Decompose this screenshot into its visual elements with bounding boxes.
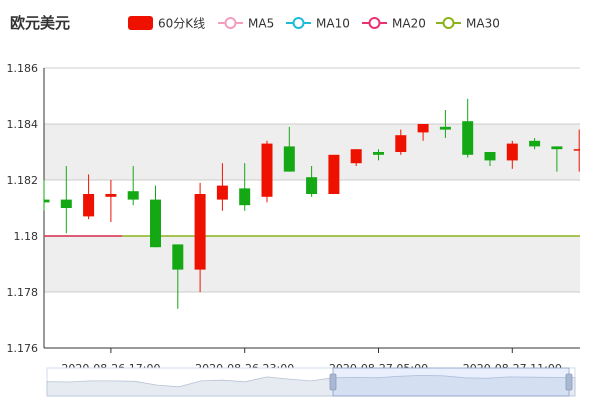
candle (306, 166, 318, 197)
candle-body (506, 143, 518, 161)
candle-body (462, 121, 474, 155)
candle-body (306, 177, 318, 194)
legend-item[interactable]: MA10 (286, 17, 350, 31)
candle (83, 174, 95, 220)
candle-body (172, 244, 184, 270)
candle-body (105, 194, 117, 197)
candle (283, 126, 295, 172)
legend-swatch-dot (292, 17, 305, 29)
candle-body (328, 154, 340, 194)
candle-body (127, 191, 139, 200)
legend-label: MA20 (392, 17, 426, 31)
grid-bands (44, 68, 580, 348)
candle-body (350, 149, 362, 164)
candle-body (439, 126, 451, 130)
candle (105, 180, 117, 222)
candle-body (395, 135, 407, 152)
candle (573, 129, 580, 172)
candle-body (194, 194, 206, 270)
candle-body (484, 152, 496, 161)
candle (529, 138, 541, 150)
grid-band (44, 236, 580, 292)
candle-body (44, 199, 50, 203)
y-tick-label: 1.186 (7, 62, 39, 75)
candle (172, 244, 184, 309)
legend-label: MA5 (248, 17, 274, 31)
candle-body (261, 143, 273, 197)
candle (150, 185, 161, 248)
y-tick-label: 1.176 (7, 342, 39, 355)
legend-swatch-dot (368, 17, 381, 29)
data-zoom-slider (46, 367, 576, 397)
legend-item[interactable]: MA5 (218, 17, 274, 31)
candle-body (417, 124, 429, 133)
candle-body (529, 140, 541, 147)
y-axis: 1.176 1.178 1.18 1.182 1.184 1.186 (7, 62, 45, 355)
legend-label: MA30 (466, 17, 500, 31)
y-tick-label: 1.184 (7, 118, 39, 131)
candle (328, 154, 340, 194)
zoom-preview (46, 374, 576, 397)
candle-body (150, 199, 161, 248)
candle (373, 149, 384, 161)
candle-body (551, 146, 563, 150)
legend-item[interactable]: MA30 (436, 17, 500, 31)
candle-body (283, 146, 295, 172)
legend: 60分K线 MA5 MA10 MA20 MA30 (128, 16, 500, 31)
candle (484, 152, 496, 166)
y-tick-label: 1.18 (14, 230, 39, 243)
candle-body (373, 152, 384, 155)
legend-label: 60分K线 (158, 17, 205, 31)
y-tick-label: 1.178 (7, 286, 39, 299)
candle (194, 182, 206, 292)
candle-body (60, 199, 72, 208)
candle (239, 163, 251, 211)
candle (395, 129, 407, 155)
grid-band (44, 292, 580, 348)
candle (60, 166, 72, 234)
candle-body (239, 188, 251, 206)
candle (350, 149, 362, 166)
candle-body (573, 149, 580, 151)
candle (43, 180, 50, 211)
candle-body (83, 194, 95, 217)
legend-item[interactable]: MA20 (362, 17, 426, 31)
candle (439, 110, 451, 138)
candle (216, 163, 228, 211)
zoom-window[interactable] (332, 367, 570, 397)
candle (261, 140, 273, 203)
legend-swatch (128, 16, 153, 30)
chart-title: 欧元美元 (10, 14, 71, 32)
candle (551, 146, 563, 172)
candle (127, 166, 139, 206)
grid-band (44, 68, 580, 124)
legend-item[interactable]: 60分K线 (128, 16, 205, 31)
y-tick-label: 1.182 (7, 174, 39, 187)
candles (43, 98, 580, 309)
legend-swatch-dot (224, 17, 237, 29)
zoom-handle-right[interactable] (565, 373, 573, 391)
legend-swatch-dot (442, 17, 455, 29)
zoom-handle-left[interactable] (329, 373, 337, 391)
candle (417, 124, 429, 141)
candle (462, 98, 474, 158)
candle-body (216, 185, 228, 200)
legend-label: MA10 (316, 17, 350, 31)
candle (506, 140, 518, 169)
